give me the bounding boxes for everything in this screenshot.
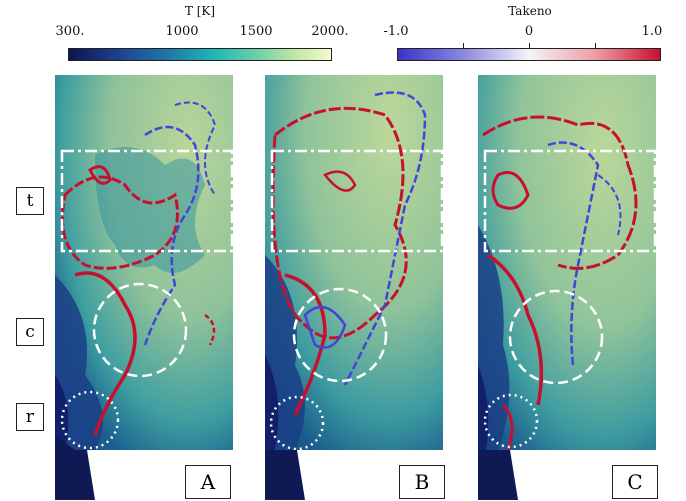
takeno-tick: -1.0 — [383, 24, 409, 39]
takeno-tickmark — [529, 43, 530, 51]
panel-label-c: C — [612, 465, 658, 499]
panel-label-a: A — [185, 465, 231, 499]
temperature-tick: 300. — [55, 24, 85, 39]
temperature-colorbar-title: T [K] — [184, 4, 216, 18]
temperature-tick: 1000 — [165, 24, 199, 39]
wall-a — [55, 450, 95, 500]
temperature-colorbar — [68, 48, 332, 61]
region-label-t: t — [16, 187, 44, 215]
wall-b — [265, 450, 305, 500]
takeno-colorbar-title: Takeno — [508, 4, 552, 18]
region-label-c: c — [16, 318, 44, 346]
simulation-panel-b — [265, 75, 443, 450]
takeno-tickmark — [595, 43, 596, 51]
wall-c — [478, 450, 518, 500]
panel-label-b: B — [399, 465, 445, 499]
takeno-tick: 1.0 — [641, 24, 663, 39]
simulation-panel-c — [478, 75, 656, 450]
temperature-tick: 1500 — [239, 24, 273, 39]
temperature-tick: 2000. — [311, 24, 349, 39]
takeno-tick: 0 — [524, 24, 534, 39]
takeno-colorbar — [397, 48, 661, 61]
region-label-r: r — [16, 403, 44, 431]
simulation-panel-a — [55, 75, 233, 450]
takeno-tickmark — [463, 43, 464, 51]
